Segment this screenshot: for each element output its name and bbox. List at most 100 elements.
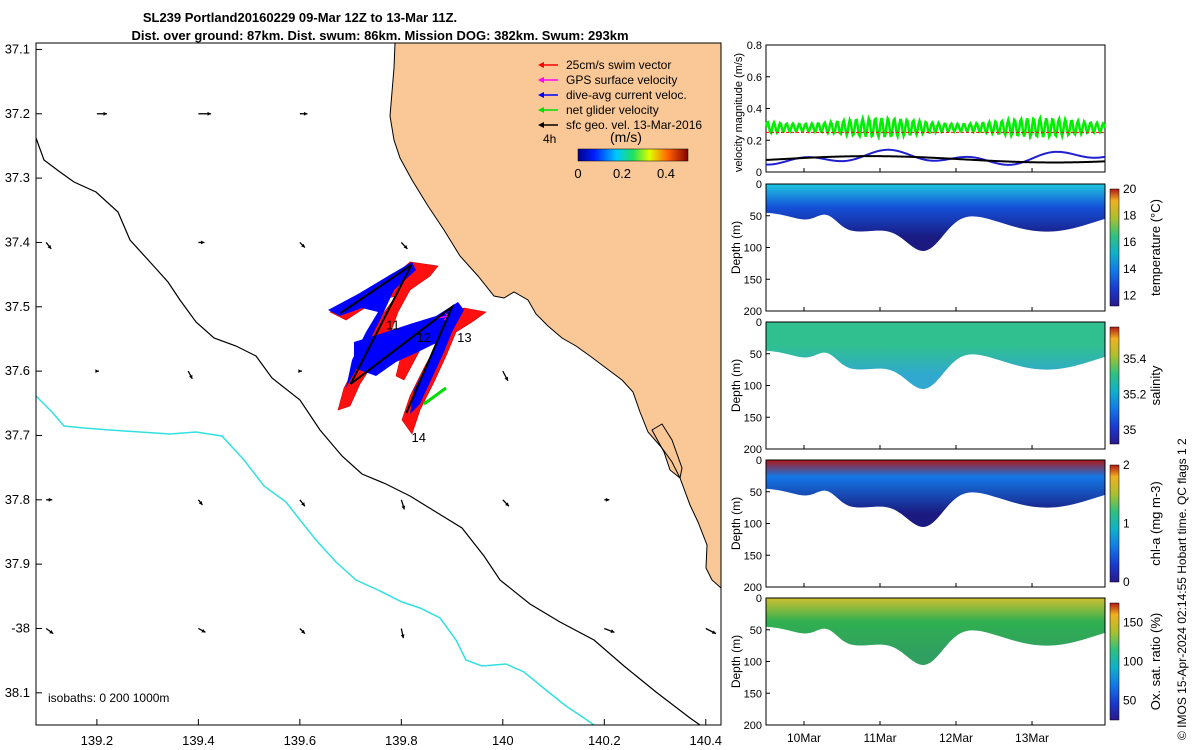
section-ylabel: Depth (m) bbox=[729, 497, 743, 550]
map-y-tick-label: -38 bbox=[11, 620, 30, 635]
legend-swatch-head bbox=[538, 122, 544, 128]
velocity-colorbar bbox=[577, 148, 689, 162]
map-y-tick-label: 38.1 bbox=[5, 685, 30, 700]
land-area bbox=[390, 43, 721, 588]
map-y-tick-label: 37.4 bbox=[5, 234, 30, 249]
map-y-tick-label: 37.6 bbox=[5, 363, 30, 378]
day-label: 14 bbox=[411, 430, 425, 445]
velocity-y-tick-label: 0.8 bbox=[747, 40, 762, 52]
section-data-field bbox=[766, 322, 1105, 389]
legend-entry: sfc geo. vel. 13-Mar-2016 bbox=[566, 118, 702, 132]
map-frame bbox=[35, 42, 722, 726]
velocity-plot-frame bbox=[765, 44, 1106, 173]
day-labels: 11 12 13 14 bbox=[386, 317, 472, 445]
section-colorbar-tick-label: 2 bbox=[1123, 458, 1130, 472]
section-y-tick-label: 100 bbox=[744, 381, 762, 393]
section-y-tick-label: 200 bbox=[744, 720, 762, 732]
velocity-ylabel: velocity magnitude (m/s) bbox=[733, 53, 745, 172]
section-colorbar-label: chl-a (mg m-3) bbox=[1148, 481, 1163, 566]
section-y-tick-label: 100 bbox=[744, 519, 762, 531]
section-y-tick-label: 0 bbox=[756, 455, 762, 467]
velocity-series-line bbox=[765, 155, 1106, 164]
velocity-y-tick-label: 0 bbox=[756, 167, 762, 179]
section-colorbar-tick-label: 35.4 bbox=[1123, 352, 1147, 366]
time-x-tick-label: 10Mar bbox=[787, 731, 821, 745]
geo-vector-head bbox=[95, 369, 99, 374]
section-colorbar-tick-label: 14 bbox=[1123, 262, 1137, 276]
section-colorbar-label: Ox. sat. ratio (%) bbox=[1148, 613, 1163, 711]
geo-vector-head bbox=[198, 501, 203, 505]
legend-entry: 25cm/s swim vector bbox=[566, 58, 671, 72]
geo-vector-head bbox=[605, 497, 610, 502]
section-colorbar-tick-label: 50 bbox=[1123, 694, 1137, 708]
section-colorbar-tick-label: 0 bbox=[1123, 575, 1130, 589]
map-axes: 139.2 139.4 139.6 139.8 140 140.2 140.437.137.… bbox=[5, 41, 722, 748]
geo-vector-head bbox=[298, 369, 302, 374]
section-data-field bbox=[766, 598, 1105, 665]
section-y-tick-label: 200 bbox=[744, 306, 762, 318]
section-ylabel: Depth (m) bbox=[729, 635, 743, 688]
map-y-tick-label: 37.7 bbox=[5, 427, 30, 442]
section-y-tick-label: 100 bbox=[744, 657, 762, 669]
section-colorbar-tick-label: 1 bbox=[1123, 517, 1130, 531]
legend-entry: GPS surface velocity bbox=[566, 73, 677, 87]
map-x-tick-label: 140.2 bbox=[588, 733, 621, 748]
glider-track bbox=[328, 261, 487, 435]
map-x-tick-label: 139.6 bbox=[284, 733, 317, 748]
day-label: 11 bbox=[386, 317, 400, 332]
colorbar-tick-label: 0.2 bbox=[613, 166, 631, 181]
legend-entry: dive-avg current veloc. bbox=[566, 88, 687, 102]
velocity-series-line bbox=[765, 148, 1106, 166]
legend-swatch-head bbox=[538, 92, 544, 98]
velocity-y-tick-label: 0.6 bbox=[747, 72, 762, 84]
section-y-tick-label: 150 bbox=[744, 550, 762, 562]
section-y-tick-label: 50 bbox=[750, 487, 762, 499]
section-colorbar-tick-label: 35.2 bbox=[1123, 387, 1147, 401]
section-colorbar-tick-label: 12 bbox=[1123, 288, 1137, 302]
section-data-field bbox=[766, 460, 1105, 527]
map-x-tick-label: 139.4 bbox=[182, 733, 215, 748]
isobath-1000m bbox=[36, 395, 595, 725]
section-colorbar-tick-label: 20 bbox=[1123, 182, 1137, 196]
map-y-tick-label: 37.2 bbox=[5, 106, 30, 121]
section-colorbar-label: temperature (°C) bbox=[1148, 199, 1163, 296]
section-colorbar bbox=[1109, 188, 1120, 307]
map-y-tick-label: 37.3 bbox=[5, 170, 30, 185]
geo-vector-head bbox=[303, 111, 308, 116]
geo-vector-head bbox=[49, 630, 54, 634]
time-label: 4h bbox=[543, 132, 556, 146]
velocity-y-tick-label: 0.4 bbox=[747, 104, 762, 116]
geo-vector-head bbox=[201, 628, 206, 633]
map-x-tick-label: 140 bbox=[492, 733, 514, 748]
section-colorbar-tick-label: 16 bbox=[1123, 235, 1137, 249]
section-y-tick-label: 150 bbox=[744, 274, 762, 286]
geo-vector-head bbox=[400, 634, 405, 639]
section-ylabel: Depth (m) bbox=[729, 221, 743, 274]
time-x-tick-label: 12Mar bbox=[939, 731, 973, 745]
section-colorbar bbox=[1109, 602, 1120, 721]
track-line bbox=[339, 264, 455, 414]
colorbar-label: (m/s) bbox=[610, 129, 642, 145]
section-colorbar bbox=[1109, 326, 1120, 445]
day-label: 13 bbox=[457, 330, 471, 345]
map-panel: 11 12 13 14 139.2 139.4 139.6 139.8 140 140.2 140… bbox=[5, 41, 722, 748]
colorbar-tick-label: 0.4 bbox=[657, 166, 675, 181]
section-y-tick-label: 0 bbox=[756, 179, 762, 191]
geo-vector-head bbox=[504, 376, 508, 381]
section-ylabel: Depth (m) bbox=[729, 359, 743, 412]
geo-vector-head bbox=[48, 497, 53, 502]
section-colorbar-tick-label: 100 bbox=[1123, 655, 1143, 669]
island bbox=[651, 423, 683, 479]
map-x-tick-label: 140.4 bbox=[690, 733, 723, 748]
geo-vector-head bbox=[301, 629, 305, 634]
isobath-note: isobaths: 0 200 1000m bbox=[48, 691, 169, 705]
title-line-2: Dist. over ground: 87km. Dist. swum: 86k… bbox=[131, 28, 628, 43]
section-y-tick-label: 50 bbox=[750, 625, 762, 637]
coastline bbox=[389, 43, 721, 589]
section-y-tick-label: 200 bbox=[744, 582, 762, 594]
geo-vector-head bbox=[505, 502, 509, 507]
map-x-tick-label: 139.2 bbox=[81, 733, 114, 748]
section-y-tick-label: 50 bbox=[750, 349, 762, 361]
